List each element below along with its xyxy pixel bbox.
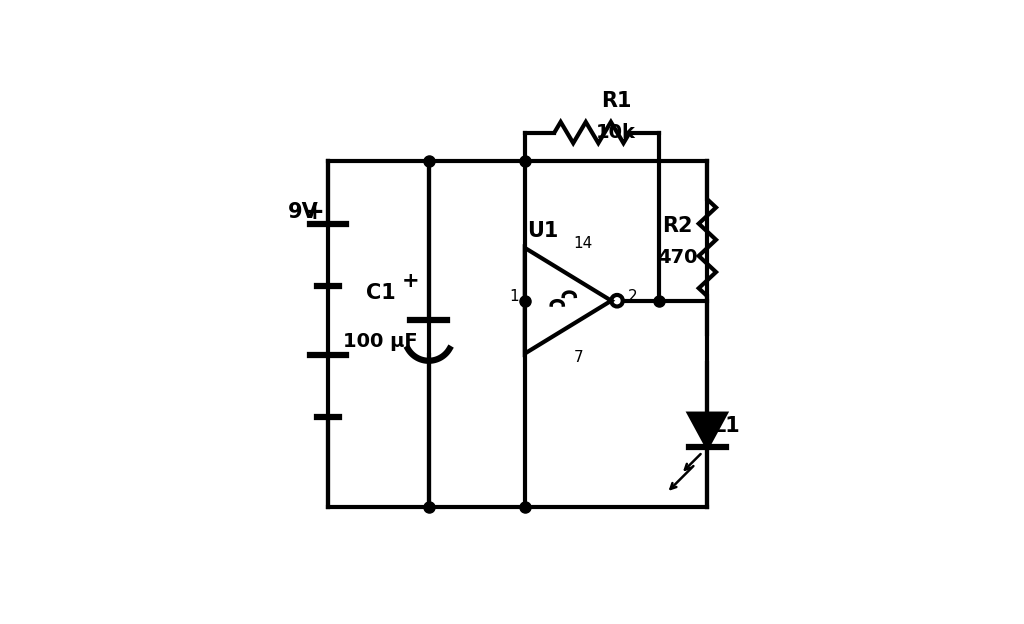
Text: 100 μF: 100 μF: [343, 331, 418, 351]
Text: R1: R1: [601, 91, 632, 111]
Text: U1: U1: [527, 221, 559, 241]
Text: 9V: 9V: [288, 202, 318, 222]
Text: L1: L1: [712, 416, 739, 436]
Text: 7: 7: [573, 350, 584, 365]
Text: C1: C1: [366, 283, 395, 303]
Text: 1: 1: [509, 290, 519, 305]
Text: 10k: 10k: [596, 123, 636, 142]
Text: 470: 470: [657, 248, 697, 267]
Polygon shape: [689, 414, 726, 447]
Text: 14: 14: [573, 235, 593, 251]
Text: R2: R2: [663, 217, 693, 236]
Text: +: +: [401, 271, 419, 291]
Text: 2: 2: [628, 290, 638, 305]
Text: +: +: [304, 200, 325, 224]
